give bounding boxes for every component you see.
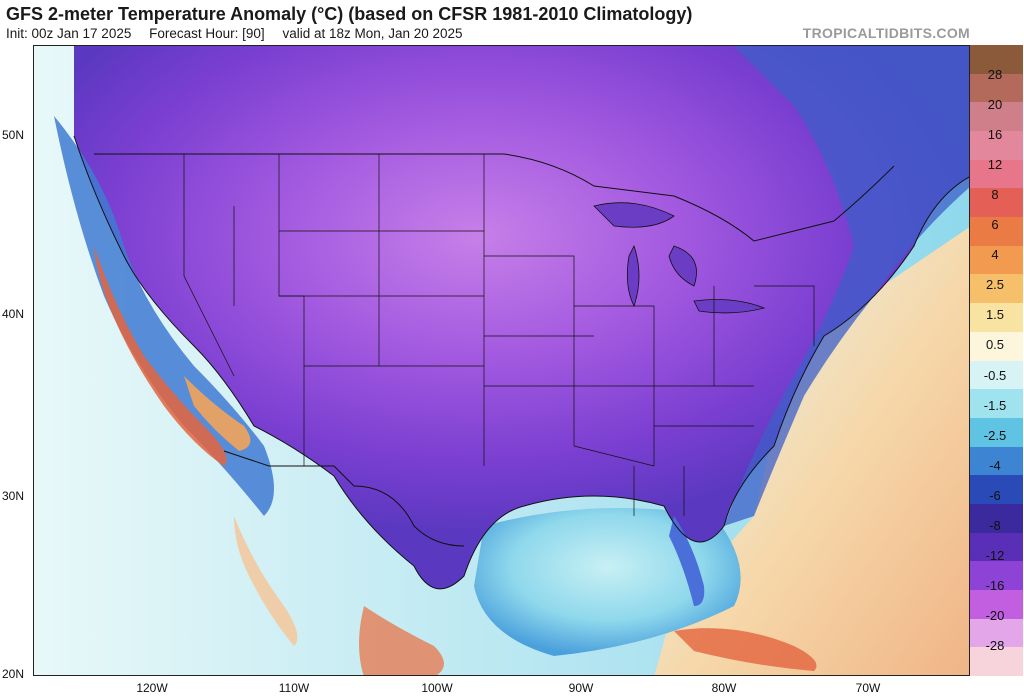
california-warm-streak xyxy=(94,246,227,466)
lon-label: 90W xyxy=(568,681,594,695)
colorbar-label: -8 xyxy=(989,517,1001,533)
colorbar-label: 1.5 xyxy=(985,307,1005,323)
colorbar-label: -6 xyxy=(989,487,1001,503)
state-lines xyxy=(183,154,815,516)
continent-cold-field xyxy=(74,46,969,589)
colorbar-label: -2.5 xyxy=(983,427,1007,443)
site-credit: TROPICALTIDBITS.COM xyxy=(802,25,970,41)
colorbar-swatch xyxy=(970,274,1023,304)
southwest-warm-patch xyxy=(184,376,251,451)
colorbar-swatch xyxy=(970,532,1023,562)
colorbar-swatch xyxy=(970,618,1023,648)
colorbar-label: -20 xyxy=(985,607,1005,623)
colorbar-label: 2.5 xyxy=(985,277,1005,293)
colorbar-label: -1.5 xyxy=(983,397,1007,413)
colorbar-label: -28 xyxy=(985,637,1005,653)
colorbar: 28 20 16 12 8 6 4 2.5 1.5 0.5 -0.5 -1.5 -2.5 -4 -6 -8 -1… xyxy=(970,45,1023,677)
colorbar-swatch xyxy=(970,360,1023,390)
colorbar-swatch xyxy=(970,45,1023,75)
lon-label: 110W xyxy=(278,681,310,695)
lon-label: 70W xyxy=(855,681,881,695)
northeast-cool-band xyxy=(724,46,969,526)
colorbar-swatch xyxy=(970,303,1023,333)
map-subtitle: Init: 00z Jan 17 2025 Forecast Hour: [90… xyxy=(6,26,477,41)
mexico-warm-patch xyxy=(359,606,444,675)
colorbar-label: 0.5 xyxy=(985,337,1005,353)
colorbar-label: 20 xyxy=(987,97,1003,113)
colorbar-swatch xyxy=(970,389,1023,419)
anomaly-map xyxy=(33,45,970,676)
colorbar-swatch xyxy=(970,503,1023,534)
colorbar-label: 12 xyxy=(987,157,1003,173)
colorbar-swatch xyxy=(970,647,1023,677)
colorbar-label: -4 xyxy=(989,457,1001,473)
colorbar-label: 4 xyxy=(991,247,999,263)
colorbar-label: 6 xyxy=(991,217,999,233)
lake-huron xyxy=(668,245,697,287)
map-canvas xyxy=(34,46,969,675)
colorbar-label: 28 xyxy=(987,67,1003,83)
cuba-warm-patch xyxy=(674,628,817,671)
colorbar-label: -12 xyxy=(985,547,1005,563)
lat-label: 50N xyxy=(2,128,25,142)
colorbar-label: -0.5 xyxy=(983,367,1007,383)
valid-time: valid at 18z Mon, Jan 20 2025 xyxy=(282,26,463,41)
us-mexico-border xyxy=(223,450,465,547)
colorbar-swatch xyxy=(970,589,1023,620)
us-canada-border xyxy=(94,153,895,242)
colorbar-swatch xyxy=(970,475,1023,505)
map-title: GFS 2-meter Temperature Anomaly (°C) (ba… xyxy=(6,4,693,24)
lon-label: 120W xyxy=(136,681,168,695)
colorbar-swatch xyxy=(970,245,1023,275)
colorbar-swatch xyxy=(970,102,1023,132)
lat-label: 40N xyxy=(2,307,25,321)
colorbar-swatch xyxy=(970,188,1023,218)
florida-peninsula xyxy=(669,516,705,606)
lake-erie xyxy=(693,299,766,314)
colorbar-swatch xyxy=(970,417,1023,448)
lake-superior xyxy=(593,202,675,228)
colorbar-swatch xyxy=(970,331,1023,361)
init-time: Init: 00z Jan 17 2025 xyxy=(6,26,132,41)
header: GFS 2-meter Temperature Anomaly (°C) (ba… xyxy=(0,0,1024,45)
colorbar-swatch xyxy=(970,73,1023,103)
colorbar-swatch xyxy=(970,561,1023,591)
colorbar-swatch xyxy=(970,446,1023,476)
lon-label: 80W xyxy=(711,681,737,695)
lon-label: 100W xyxy=(421,681,453,695)
lat-label: 20N xyxy=(2,667,25,681)
colorbar-swatch xyxy=(970,217,1023,247)
coastline xyxy=(73,135,969,590)
lat-label: 30N xyxy=(2,489,25,503)
colorbar-label: 8 xyxy=(991,187,999,203)
colorbar-label: -16 xyxy=(985,577,1005,593)
colorbar-swatch xyxy=(970,159,1023,189)
colorbar-swatch xyxy=(970,131,1023,161)
baja-peninsula xyxy=(234,516,298,646)
forecast-hour: Forecast Hour: [90] xyxy=(149,26,265,41)
colorbar-label: 16 xyxy=(987,127,1003,143)
